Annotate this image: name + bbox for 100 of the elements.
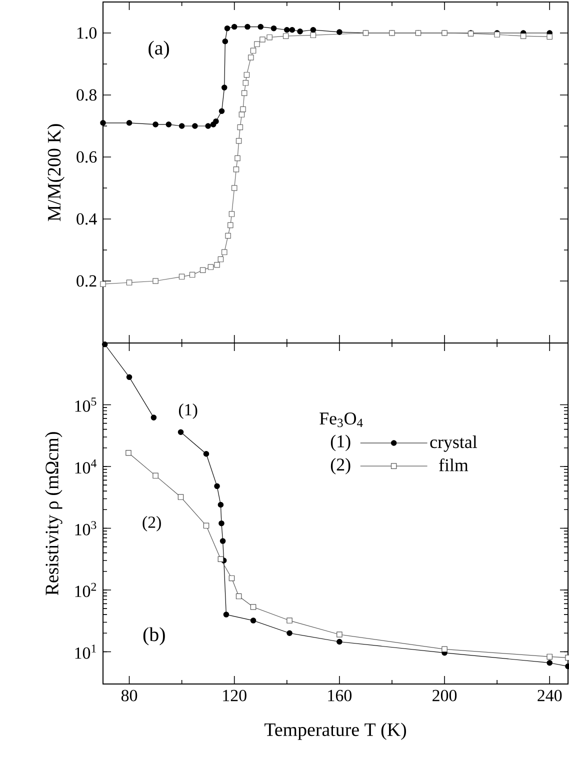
point xyxy=(100,120,106,126)
x-tick-label: 80 xyxy=(121,690,138,702)
point xyxy=(228,575,235,582)
point xyxy=(205,123,211,129)
point xyxy=(192,123,198,129)
point xyxy=(218,256,224,262)
point xyxy=(336,638,342,645)
y-tick-label: 10$^{2}$ xyxy=(75,582,96,598)
point xyxy=(244,24,250,30)
y-tick-label: 0.4 xyxy=(76,213,97,225)
y-tick-label: 0.8 xyxy=(76,89,97,101)
point xyxy=(189,272,196,278)
point xyxy=(213,118,219,124)
point xyxy=(152,278,158,284)
point xyxy=(284,27,290,33)
point xyxy=(220,538,226,544)
point xyxy=(126,450,132,456)
point xyxy=(250,618,256,624)
point xyxy=(234,155,240,162)
point xyxy=(223,612,230,618)
point xyxy=(546,34,553,40)
point xyxy=(336,632,342,638)
point xyxy=(152,472,158,479)
point xyxy=(178,429,184,436)
point xyxy=(270,25,277,32)
point xyxy=(100,281,106,287)
point xyxy=(297,28,303,34)
point xyxy=(248,54,254,60)
point xyxy=(233,166,240,172)
y-tick-label: 10$^{3}$ xyxy=(75,521,96,536)
point xyxy=(214,483,220,490)
point xyxy=(208,264,214,270)
point xyxy=(244,72,250,78)
point xyxy=(266,34,272,40)
annotation: (2) xyxy=(142,516,161,532)
point xyxy=(286,630,292,636)
y-axis-title: Resistivity ρ (mΩcm) xyxy=(45,432,62,596)
point xyxy=(310,32,316,38)
point xyxy=(152,122,158,128)
point xyxy=(228,211,235,217)
point xyxy=(260,36,266,42)
point xyxy=(166,122,172,128)
legend-title: Fe$_{3}$O$_{4}$ xyxy=(320,412,363,428)
point xyxy=(282,33,289,39)
point xyxy=(218,520,224,526)
point xyxy=(254,41,260,48)
y-tick-label: 10$^{4}$ xyxy=(75,459,96,474)
point xyxy=(258,24,264,30)
point xyxy=(520,33,526,39)
point xyxy=(336,29,342,35)
legend-label: crystal xyxy=(430,435,478,452)
annotation: (1) xyxy=(178,404,198,419)
x-tick-label: 120 xyxy=(223,690,246,702)
point xyxy=(310,27,316,33)
point xyxy=(225,232,231,239)
point xyxy=(236,593,242,600)
point xyxy=(126,120,132,126)
point xyxy=(241,90,248,96)
point xyxy=(200,267,206,274)
point xyxy=(178,274,185,280)
point xyxy=(231,24,238,30)
point xyxy=(203,450,210,457)
y-tick-label: 0.2 xyxy=(76,275,96,287)
point xyxy=(236,138,242,144)
point xyxy=(221,249,228,256)
point xyxy=(150,414,157,420)
point xyxy=(102,341,108,348)
point xyxy=(546,654,553,660)
point xyxy=(178,123,185,129)
annotation: (b) xyxy=(143,627,165,646)
y-tick-label: 10$^{1}$ xyxy=(75,644,96,659)
point xyxy=(126,374,132,380)
x-tick-label: 160 xyxy=(328,690,352,702)
y-tick-label: 10$^{5}$ xyxy=(75,398,96,412)
point xyxy=(231,185,238,191)
point xyxy=(218,556,224,562)
point xyxy=(250,48,256,54)
annotation: (2) xyxy=(330,458,350,474)
point xyxy=(218,108,225,114)
point xyxy=(238,112,245,118)
annotation: (a) xyxy=(148,40,169,59)
y-axis-title: M/M(200 K) xyxy=(47,124,64,222)
point xyxy=(203,522,210,529)
point xyxy=(224,25,230,32)
x-tick-label: 200 xyxy=(432,690,457,702)
legend-label: film xyxy=(439,458,468,472)
point xyxy=(218,502,224,508)
point xyxy=(240,106,246,112)
annotation: (1) xyxy=(330,434,350,452)
point xyxy=(546,660,553,666)
point xyxy=(126,280,132,286)
point xyxy=(178,494,184,500)
point xyxy=(289,27,296,33)
point xyxy=(442,646,448,652)
y-tick-label: 0.6 xyxy=(76,151,97,163)
point xyxy=(228,222,234,228)
x-tick-label: 240 xyxy=(538,690,562,702)
point xyxy=(222,38,228,44)
point xyxy=(286,618,292,624)
x-axis-title: Temperature T (K) xyxy=(264,722,406,740)
